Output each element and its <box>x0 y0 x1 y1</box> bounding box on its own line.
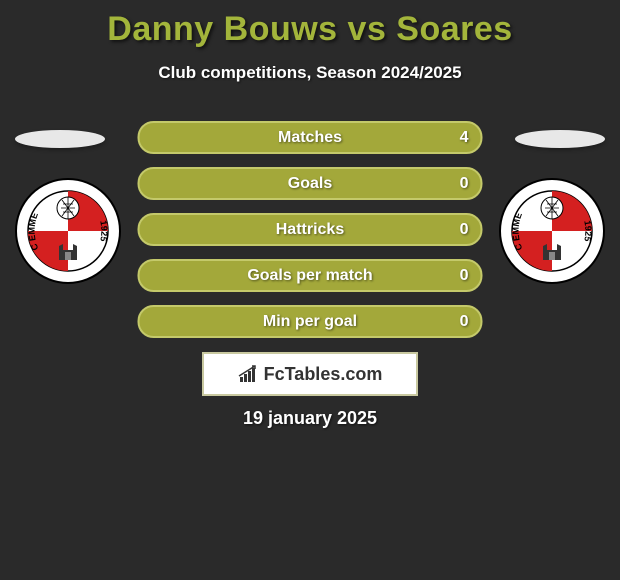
stat-label: Goals per match <box>140 267 481 285</box>
stat-value: 4 <box>460 129 469 147</box>
bar-chart-icon <box>238 365 260 383</box>
brand-text: FcTables.com <box>264 364 383 385</box>
brand-box: FcTables.com <box>202 352 418 396</box>
fc-emmen-crest-icon: FC EMMEN 1925 <box>499 178 605 284</box>
page-title: Danny Bouws vs Soares <box>0 0 620 49</box>
stat-label: Hattricks <box>140 221 481 239</box>
stat-row-goals-per-match: Goals per match 0 <box>138 259 483 292</box>
stats-container: Matches 4 Goals 0 Hattricks 0 Goals per … <box>138 121 483 351</box>
stat-row-goals: Goals 0 <box>138 167 483 200</box>
stat-value: 0 <box>460 175 469 193</box>
stat-label: Min per goal <box>140 313 481 331</box>
stat-row-matches: Matches 4 <box>138 121 483 154</box>
page-subtitle: Club competitions, Season 2024/2025 <box>0 63 620 83</box>
stat-value: 0 <box>460 267 469 285</box>
stat-row-hattricks: Hattricks 0 <box>138 213 483 246</box>
stat-value: 0 <box>460 221 469 239</box>
stat-label: Matches <box>140 129 481 147</box>
date-text: 19 january 2025 <box>0 408 620 429</box>
player-shadow-left <box>15 130 105 148</box>
fc-emmen-crest-icon: FC EMMEN 1925 <box>15 178 121 284</box>
club-crest-left: FC EMMEN 1925 <box>15 178 121 284</box>
stat-row-min-per-goal: Min per goal 0 <box>138 305 483 338</box>
club-crest-right: FC EMMEN 1925 <box>499 178 605 284</box>
stat-label: Goals <box>140 175 481 193</box>
player-shadow-right <box>515 130 605 148</box>
stat-value: 0 <box>460 313 469 331</box>
